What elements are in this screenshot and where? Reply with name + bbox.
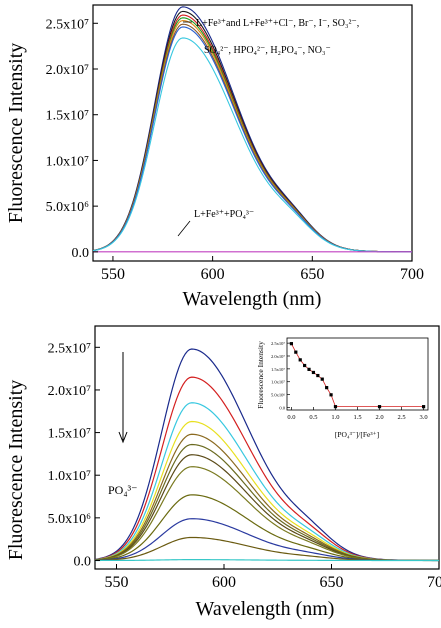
inset-series [289,342,426,409]
top-y-ticks: 0.0 5.0x10⁶ 1.0x10⁷ 1.5x10⁷ 2.0x10⁷ 2.5x10⁷ [46,17,98,261]
titration-arrow-label: PO₄³⁻ [108,483,137,497]
inset-x-tick-label: 1.0 [331,414,339,421]
x-tick-label: 600 [212,574,236,591]
bottom-y-ticks: 0.0 5.0x10⁶ 1.0x10⁷ 1.5x10⁷ 2.0x10⁷ 2.5x10⁷ [48,341,100,569]
x-tick-label: 600 [201,266,225,283]
inset-data-point [289,342,294,346]
top-plot-frame [92,4,413,262]
x-tick-label: 650 [320,574,344,591]
top-x-axis-label: Wavelength (nm) [183,288,322,310]
top-annotation-line2: SO₄²⁻, HPO₄²⁻, H₂PO₄⁻, NO₃⁻ [204,45,331,56]
inset-data-point [303,363,307,368]
spectrum-line-11 [94,536,439,562]
inset-y-axis-label: Fluorescence Intensity [256,341,265,409]
inset-data-point [307,367,311,371]
y-tick-label: 5.0x10⁶ [46,200,90,215]
inset-x-tick-label: 0.5 [309,414,317,421]
y-tick-label: 5.0x10⁶ [48,512,92,527]
spectrum-line-3 [94,402,440,562]
inset-data-point [377,405,382,409]
inset-y-tick-label: 2.5x10⁷ [271,341,285,346]
inset-ticks: 0.0 0.5 1.0 1.5 2.0 2.5 3.0 0.0 5.0x10⁶ 1.0x10⁷ 1.… [271,341,428,421]
y-tick-label: 2.0x10⁷ [46,63,90,78]
x-tick-label: 550 [105,574,129,591]
inset-data-point [329,393,333,397]
inset-y-tick-label: 0.0 [279,405,285,410]
inset-y-tick-label: 1.5x10⁷ [271,367,285,372]
inset-x-tick-label: 3.0 [420,414,428,421]
bottom-x-axis-label: Wavelength (nm) [196,598,335,620]
y-tick-label: 2.5x10⁷ [46,17,90,32]
bottom-x-ticks: 550 600 650 700 [105,564,441,591]
inset-chart: 0.0 0.5 1.0 1.5 2.0 2.5 3.0 0.0 5.0x10⁶ 1.0x10⁷ 1.… [256,337,429,439]
inset-data-point [294,350,298,354]
inset-x-axis-label: [PO₄³⁻]/[Fe³⁺] [335,430,379,439]
x-tick-label: 550 [101,266,125,283]
y-tick-label: 1.0x10⁷ [46,154,90,169]
inset-data-point [325,386,329,390]
y-tick-label: 2.5x10⁷ [48,341,92,356]
top-annotation-pointer [177,220,191,237]
inset-y-tick-label: 1.0x10⁷ [271,380,285,385]
y-tick-label: 2.0x10⁷ [48,384,92,399]
top-annotation-bottom: L+Fe³⁺+PO₄³⁻ [194,209,254,220]
inset-data-point [311,370,316,375]
inset-x-tick-label: 2.0 [375,414,383,421]
inset-data-point [333,405,338,409]
top-chart: 550 600 650 700 0.0 5.0x10⁶ 1.0x10⁷ 1.5x10⁷ 2.0… [5,4,424,310]
inset-data-point [298,358,302,362]
inset-x-tick-label: 1.5 [353,414,361,421]
top-x-ticks: 550 600 650 700 [101,256,424,283]
inset-data-point [316,373,320,378]
top-curves [92,6,413,253]
inset-y-tick-label: 2.0x10⁷ [271,354,285,359]
inset-plot-frame [286,337,429,411]
x-tick-label: 700 [427,574,441,591]
y-tick-label: 1.5x10⁷ [46,109,90,124]
inset-y-tick-label: 5.0x10⁶ [271,393,285,398]
bottom-curves [94,348,440,562]
inset-data-point [421,405,426,409]
top-y-axis-label: Fluorescence Intensity [5,43,27,224]
inset-x-tick-label: 2.5 [398,414,406,421]
spectrum-line-12 [95,559,439,562]
inset-x-tick-label: 0.0 [287,414,295,421]
x-tick-label: 650 [300,266,324,283]
bottom-chart: 550 600 650 700 0.0 5.0x10⁶ 1.0x10⁷ 1.5x10⁷ 2.0… [5,325,441,620]
spectrum-line-8 [92,37,412,253]
bottom-y-axis-label: Fluorescence Intensity [5,380,27,561]
bottom-plot-frame [94,325,440,570]
top-annotation-line1: L+Fe³⁺and L+Fe³⁺+Cl⁻, Br⁻, I⁻, SO₃²⁻, [196,18,359,29]
x-tick-label: 700 [400,266,424,283]
y-tick-label: 1.5x10⁷ [48,427,92,442]
y-tick-label: 1.0x10⁷ [48,469,92,484]
y-tick-label: 0.0 [74,554,92,569]
y-tick-label: 0.0 [72,246,90,261]
inset-data-point [320,377,324,381]
titration-arrow-head [118,431,128,444]
